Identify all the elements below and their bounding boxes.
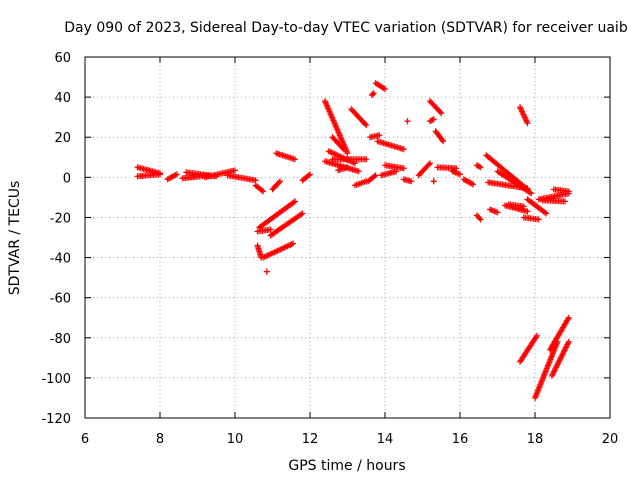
data-point: [565, 338, 572, 345]
y-tick-label: -100: [41, 372, 71, 387]
data-point: [427, 160, 433, 167]
data-point: [363, 122, 370, 129]
data-point: [520, 203, 527, 210]
data-point: [263, 268, 270, 275]
y-tick-label: 60: [54, 51, 71, 66]
data-point: [562, 198, 568, 205]
data-point: [344, 164, 351, 171]
data-point: [476, 163, 483, 170]
data-point: [355, 168, 362, 175]
x-tick-label: 12: [302, 432, 319, 447]
y-tick-label: -80: [50, 332, 71, 347]
data-point: [277, 178, 283, 185]
data-point: [370, 90, 377, 97]
data-point: [430, 116, 437, 123]
data-point: [408, 178, 415, 185]
data-point: [533, 332, 540, 339]
y-tick-label: 40: [54, 91, 71, 106]
x-tick-label: 16: [452, 432, 469, 447]
data-point: [470, 181, 477, 188]
data-point: [275, 179, 282, 186]
data-point: [542, 209, 548, 216]
x-tick-label: 18: [527, 432, 544, 447]
x-tick-label: 14: [377, 432, 394, 447]
data-point: [494, 209, 501, 216]
data-point: [439, 136, 446, 143]
y-tick-label: -120: [41, 412, 71, 427]
data-point: [258, 187, 265, 194]
data-point: [173, 171, 180, 178]
data-point: [438, 110, 445, 117]
data-point: [299, 210, 306, 217]
data-point: [307, 171, 313, 178]
data-point: [382, 86, 388, 93]
data-point: [477, 216, 484, 223]
data-point: [430, 178, 437, 185]
data-point: [528, 190, 535, 197]
data-point: [380, 85, 387, 92]
y-tick-label: -20: [50, 211, 71, 226]
y-tick-label: -60: [50, 292, 71, 307]
y-tick-label: 0: [63, 171, 71, 186]
data-point: [400, 146, 407, 153]
data-point: [565, 314, 572, 321]
x-tick-label: 6: [81, 432, 89, 447]
data-point: [476, 215, 483, 222]
data-point: [157, 170, 163, 177]
data-point: [468, 180, 475, 187]
data-point: [565, 188, 572, 195]
y-tick-label: 20: [54, 131, 71, 146]
data-point: [543, 210, 550, 217]
data-point: [440, 138, 447, 145]
data-point: [535, 216, 542, 223]
x-tick-label: 20: [602, 432, 619, 447]
data-point: [526, 189, 533, 196]
chart-title: Day 090 of 2023, Sidereal Day-to-day VTE…: [64, 20, 628, 36]
data-point: [372, 172, 379, 179]
data-point: [429, 116, 436, 123]
data-point: [400, 165, 407, 172]
axis-ticks: 6 8 10 12 14 16 18 20 60 40 20 0 -20 -40 -60 -80 -100 -12…: [41, 51, 618, 447]
grid: [85, 57, 610, 418]
data-point: [260, 188, 267, 195]
data-point: [292, 156, 298, 163]
data-point: [344, 150, 351, 157]
data-point: [524, 120, 531, 127]
data-point: [404, 118, 411, 125]
data-point: [290, 240, 297, 247]
data-point: [292, 198, 298, 205]
data-point: [252, 177, 259, 184]
data-point: [437, 108, 444, 115]
data-points: [134, 80, 572, 401]
data-point: [172, 172, 179, 179]
data-point: [457, 171, 463, 178]
x-tick-label: 10: [227, 432, 244, 447]
data-point: [362, 121, 369, 128]
y-axis-label: SDTVAR / TECUs: [7, 181, 23, 296]
data-point: [564, 316, 571, 323]
y-tick-label: -40: [50, 252, 71, 267]
data-point: [339, 145, 346, 152]
data-point: [532, 334, 539, 341]
data-point: [232, 167, 238, 174]
x-tick-label: 8: [156, 432, 164, 447]
data-point: [369, 91, 376, 98]
data-point: [290, 199, 297, 206]
plot-frame: [84, 56, 611, 419]
data-point: [363, 156, 370, 163]
data-point: [267, 226, 274, 233]
data-point: [524, 208, 531, 215]
data-point: [453, 165, 460, 172]
data-point: [298, 211, 305, 218]
data-point: [371, 173, 378, 180]
x-axis-label: GPS time / hours: [288, 458, 405, 474]
data-point: [305, 172, 312, 179]
data-point: [340, 146, 347, 153]
data-point: [425, 161, 432, 168]
data-point: [477, 164, 484, 171]
data-point: [376, 132, 383, 139]
